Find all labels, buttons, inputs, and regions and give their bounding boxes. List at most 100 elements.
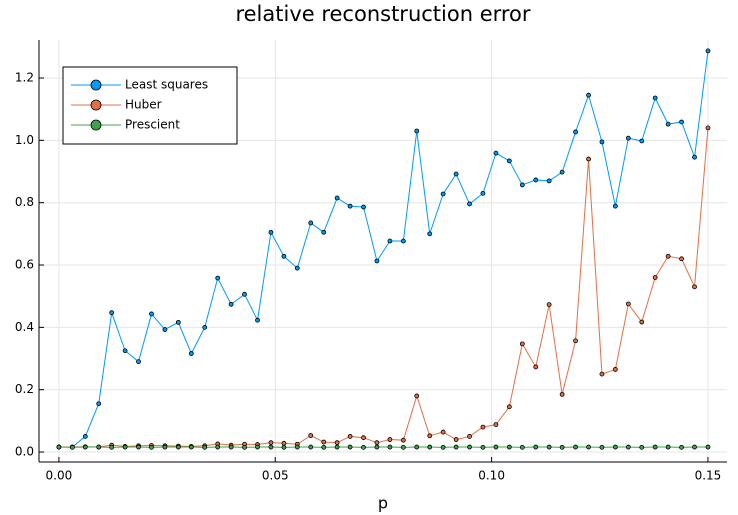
point — [533, 444, 539, 450]
point — [467, 444, 472, 450]
point — [136, 359, 141, 365]
point — [625, 135, 631, 141]
point — [361, 435, 366, 441]
point — [321, 439, 327, 445]
point — [665, 253, 671, 259]
point — [573, 444, 578, 450]
point — [533, 177, 539, 183]
point — [96, 444, 102, 450]
point — [639, 444, 645, 450]
point — [268, 444, 274, 450]
x-tick-label: 0.00 — [46, 469, 73, 483]
point — [347, 434, 353, 439]
point — [268, 229, 274, 235]
point — [374, 444, 380, 450]
point — [427, 433, 433, 439]
point — [56, 444, 62, 450]
x-tick-label: 0.15 — [695, 469, 722, 483]
legend-marker — [90, 119, 102, 131]
point — [612, 444, 618, 450]
point — [493, 422, 499, 427]
point — [202, 324, 208, 330]
point — [281, 253, 287, 259]
point — [493, 150, 499, 156]
point — [387, 444, 393, 450]
y-tick-label: 0.4 — [15, 320, 34, 334]
point — [162, 327, 168, 332]
x-tick-label: 0.10 — [478, 469, 505, 483]
point — [440, 191, 446, 197]
point — [625, 444, 631, 450]
point — [679, 444, 684, 450]
y-tick-label: 0.8 — [15, 195, 34, 209]
point — [215, 275, 221, 281]
point — [519, 444, 525, 450]
legend-marker — [90, 79, 102, 91]
point — [612, 367, 618, 372]
point — [82, 444, 88, 450]
point — [228, 301, 234, 307]
point — [453, 444, 459, 450]
point — [321, 444, 327, 450]
point — [334, 440, 340, 446]
legend-marker — [90, 99, 102, 111]
point — [228, 444, 234, 450]
point — [149, 444, 154, 450]
point — [334, 195, 340, 201]
point — [692, 284, 697, 290]
series-line — [58, 127, 709, 448]
point — [612, 203, 618, 209]
point — [268, 440, 274, 446]
point — [559, 391, 565, 397]
point — [175, 319, 181, 325]
point — [546, 178, 552, 184]
y-tick-label: 0.6 — [15, 258, 34, 272]
point — [679, 119, 684, 125]
point — [400, 238, 406, 244]
point — [281, 444, 287, 450]
point — [453, 437, 459, 442]
point — [586, 92, 591, 98]
point — [255, 444, 260, 450]
point — [122, 444, 128, 450]
point — [82, 434, 88, 439]
point — [705, 444, 711, 450]
point — [109, 444, 115, 450]
point — [599, 444, 605, 450]
point — [387, 238, 393, 244]
legend-label: Prescient — [125, 118, 180, 132]
point — [281, 440, 287, 446]
point — [308, 444, 314, 450]
point — [361, 444, 366, 450]
point — [599, 139, 605, 145]
x-tick-label: 0.05 — [262, 469, 289, 483]
point — [480, 190, 486, 196]
point — [188, 444, 194, 450]
point — [149, 311, 154, 317]
point — [506, 158, 512, 164]
point — [202, 444, 208, 450]
point — [480, 444, 486, 450]
point — [559, 444, 565, 450]
point — [586, 156, 591, 162]
point — [308, 220, 314, 226]
point — [294, 265, 300, 271]
point — [387, 437, 393, 442]
point — [599, 371, 605, 377]
point — [467, 434, 472, 439]
point — [414, 444, 420, 450]
point — [69, 444, 75, 450]
point — [374, 258, 380, 264]
point — [573, 338, 578, 344]
y-tick-label: 0.0 — [15, 445, 34, 459]
point — [400, 437, 406, 443]
point — [652, 275, 658, 280]
point — [162, 444, 168, 450]
point — [705, 48, 711, 54]
point — [321, 229, 327, 235]
point — [692, 444, 697, 450]
point — [639, 138, 645, 144]
point — [414, 128, 420, 134]
point — [679, 256, 684, 262]
point — [546, 444, 552, 450]
